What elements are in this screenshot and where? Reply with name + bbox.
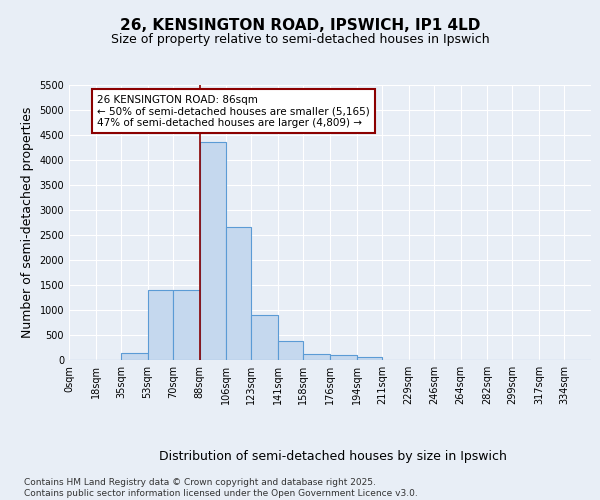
- Text: 26 KENSINGTON ROAD: 86sqm
← 50% of semi-detached houses are smaller (5,165)
47% : 26 KENSINGTON ROAD: 86sqm ← 50% of semi-…: [97, 94, 370, 128]
- Text: Size of property relative to semi-detached houses in Ipswich: Size of property relative to semi-detach…: [110, 32, 490, 46]
- Bar: [251, 315, 278, 360]
- Text: Distribution of semi-detached houses by size in Ipswich: Distribution of semi-detached houses by …: [159, 450, 507, 463]
- Bar: [199, 142, 226, 360]
- Bar: [330, 355, 356, 360]
- Bar: [148, 290, 173, 360]
- Y-axis label: Number of semi-detached properties: Number of semi-detached properties: [21, 107, 34, 338]
- Bar: [278, 341, 304, 360]
- Bar: [356, 357, 382, 360]
- Bar: [304, 354, 330, 360]
- Text: Contains HM Land Registry data © Crown copyright and database right 2025.
Contai: Contains HM Land Registry data © Crown c…: [24, 478, 418, 498]
- Text: 26, KENSINGTON ROAD, IPSWICH, IP1 4LD: 26, KENSINGTON ROAD, IPSWICH, IP1 4LD: [120, 18, 480, 32]
- Bar: [121, 352, 148, 360]
- Bar: [226, 228, 251, 360]
- Bar: [173, 290, 199, 360]
